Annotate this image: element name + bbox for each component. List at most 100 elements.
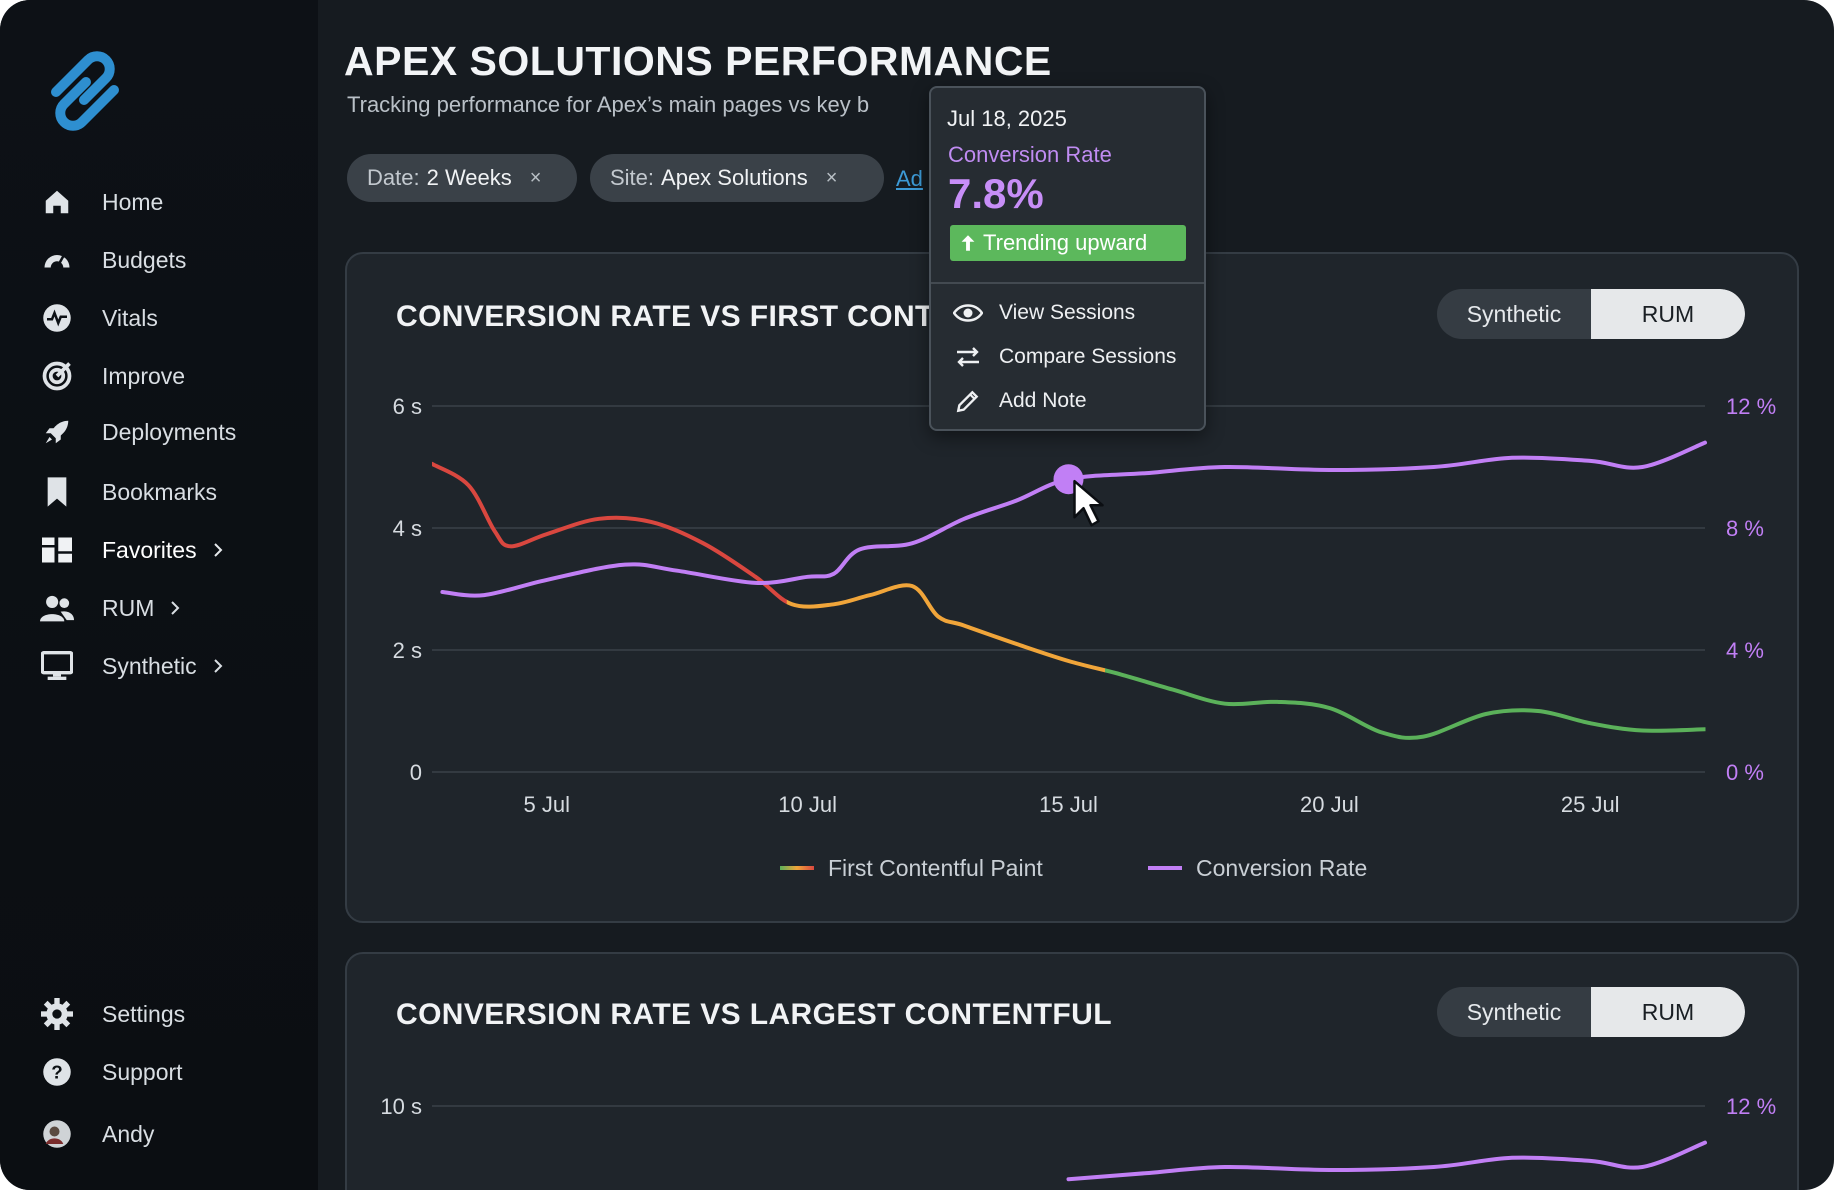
- sidebar-item-label: Settings: [102, 1000, 186, 1027]
- sidebar-item-deployments[interactable]: Deployments: [40, 412, 236, 452]
- chevron-right-icon: [213, 659, 223, 673]
- tooltip-metric: Conversion Rate: [948, 142, 1112, 167]
- chart-card-lcp: CONVERSION RATE VS LARGEST CONTENTFUL Sy…: [345, 952, 1799, 1190]
- sidebar-item-budgets[interactable]: Budgets: [40, 240, 186, 280]
- data-source-toggle[interactable]: Synthetic RUM: [1437, 289, 1745, 339]
- close-icon[interactable]: ×: [825, 166, 838, 189]
- filter-key: Site:: [610, 165, 655, 190]
- y-tick-label-right: 8 %: [1726, 516, 1764, 541]
- pencil-icon: [953, 386, 983, 416]
- sidebar-item-settings[interactable]: Settings: [40, 994, 185, 1034]
- x-tick-label: 20 Jul: [1300, 792, 1359, 817]
- dashboard-icon: [40, 533, 74, 567]
- sidebar-item-label: Support: [102, 1058, 183, 1085]
- sidebar-item-support[interactable]: ? Support: [40, 1052, 183, 1092]
- sidebar-item-label: Deployments: [102, 418, 237, 445]
- filter-chip-date[interactable]: Date: 2 Weeks ×: [347, 154, 577, 202]
- page-subtitle: Tracking performance for Apex’s main pag…: [347, 92, 870, 117]
- series-line-conversion-rate: [440, 440, 1707, 598]
- arrow-up-icon: [961, 235, 975, 251]
- x-tick-label: 25 Jul: [1561, 792, 1620, 817]
- sidebar: Home Budgets Vitals Improve Deployments: [0, 0, 318, 1190]
- sidebar-item-label: Bookmarks: [102, 478, 218, 505]
- page-title: APEX SOLUTIONS PERFORMANCE: [344, 38, 1052, 84]
- series-line-conversion-rate: [1066, 1140, 1707, 1182]
- eye-icon: [953, 298, 983, 328]
- cursor-pointer-icon: [1073, 479, 1104, 527]
- sidebar-item-label: Favorites: [102, 536, 197, 563]
- y-tick-label-left: 0: [410, 760, 422, 785]
- close-icon[interactable]: ×: [529, 166, 542, 189]
- chart-title: CONVERSION RATE VS LARGEST CONTENTFUL: [396, 998, 1112, 1031]
- y-tick-label-right: 4 %: [1726, 638, 1764, 663]
- chevron-right-icon: [171, 601, 180, 615]
- data-source-toggle[interactable]: Synthetic RUM: [1437, 987, 1745, 1037]
- sidebar-item-vitals[interactable]: Vitals: [40, 298, 158, 338]
- series-line-first-contentful-paint: [786, 583, 1106, 673]
- filter-value: 2 Weeks: [426, 165, 512, 190]
- help-icon: ?: [40, 1055, 74, 1089]
- legend-label: Conversion Rate: [1196, 855, 1367, 881]
- toggle-rum[interactable]: RUM: [1591, 289, 1745, 339]
- pulse-icon: [40, 301, 74, 335]
- y-tick-label-left: 4 s: [393, 516, 422, 541]
- legend-swatch: [780, 866, 814, 870]
- y-tick-label-left: 2 s: [393, 638, 422, 663]
- toggle-rum[interactable]: RUM: [1591, 987, 1745, 1037]
- svg-text:?: ?: [51, 1061, 62, 1082]
- gear-icon: [40, 997, 74, 1031]
- sidebar-item-improve[interactable]: Improve: [40, 356, 185, 396]
- y-tick-label-left: 6 s: [393, 394, 422, 419]
- swap-icon: [953, 342, 983, 372]
- series-line-first-contentful-paint: [1105, 668, 1706, 740]
- add-filter-link[interactable]: Ad: [896, 166, 923, 191]
- sidebar-item-favorites[interactable]: Favorites: [40, 530, 225, 570]
- action-label: Add Note: [999, 389, 1087, 412]
- tooltip-date: Jul 18, 2025: [947, 106, 1067, 131]
- filter-value: Apex Solutions: [661, 165, 808, 190]
- compare-sessions-button[interactable]: Compare Sessions: [953, 342, 1176, 372]
- users-icon: [40, 591, 74, 625]
- logo[interactable]: [40, 48, 130, 134]
- filter-key: Date:: [367, 165, 420, 190]
- sidebar-item-label: Andy: [102, 1120, 155, 1147]
- sidebar-item-label: RUM: [102, 594, 155, 621]
- sidebar-item-synthetic[interactable]: Synthetic: [40, 646, 225, 686]
- chart-title: CONVERSION RATE VS FIRST CONT: [396, 300, 934, 333]
- sidebar-item-home[interactable]: Home: [40, 182, 163, 222]
- sidebar-item-label: Budgets: [102, 246, 187, 273]
- main-content: APEX SOLUTIONS PERFORMANCE Tracking perf…: [318, 0, 1834, 1190]
- gauge-icon: [40, 243, 74, 277]
- home-icon: [40, 185, 74, 219]
- tooltip-value: 7.8%: [948, 170, 1044, 217]
- x-tick-label: 15 Jul: [1039, 792, 1098, 817]
- sidebar-item-rum[interactable]: RUM: [40, 588, 182, 628]
- y-tick-label-left: 10 s: [380, 1094, 422, 1119]
- action-label: View Sessions: [999, 301, 1136, 324]
- series-line-first-contentful-paint: [432, 461, 788, 605]
- avatar[interactable]: [40, 1117, 74, 1151]
- bookmark-icon: [40, 475, 74, 509]
- y-tick-label-right: 12 %: [1726, 394, 1776, 419]
- trend-label: Trending upward: [983, 230, 1148, 255]
- toggle-synthetic[interactable]: Synthetic: [1466, 998, 1562, 1025]
- toggle-synthetic[interactable]: Synthetic: [1466, 300, 1562, 327]
- target-icon: [40, 359, 74, 393]
- data-point-tooltip: Jul 18, 2025 Conversion Rate 7.8% Trendi…: [929, 86, 1206, 431]
- add-note-button[interactable]: Add Note: [953, 386, 1087, 416]
- trend-badge: Trending upward: [950, 225, 1186, 261]
- view-sessions-button[interactable]: View Sessions: [953, 298, 1135, 328]
- sidebar-item-profile[interactable]: Andy: [40, 1114, 154, 1154]
- y-tick-label-right: 0 %: [1726, 760, 1764, 785]
- action-label: Compare Sessions: [999, 345, 1177, 368]
- sidebar-item-label: Vitals: [102, 304, 158, 331]
- sidebar-item-label: Home: [102, 188, 164, 215]
- filter-chip-site[interactable]: Site: Apex Solutions ×: [590, 154, 884, 202]
- x-tick-label: 5 Jul: [524, 792, 570, 817]
- sidebar-item-bookmarks[interactable]: Bookmarks: [40, 472, 217, 512]
- divider: [931, 282, 1204, 284]
- sidebar-item-label: Improve: [102, 362, 186, 389]
- y-tick-label-right: 12 %: [1726, 1094, 1776, 1119]
